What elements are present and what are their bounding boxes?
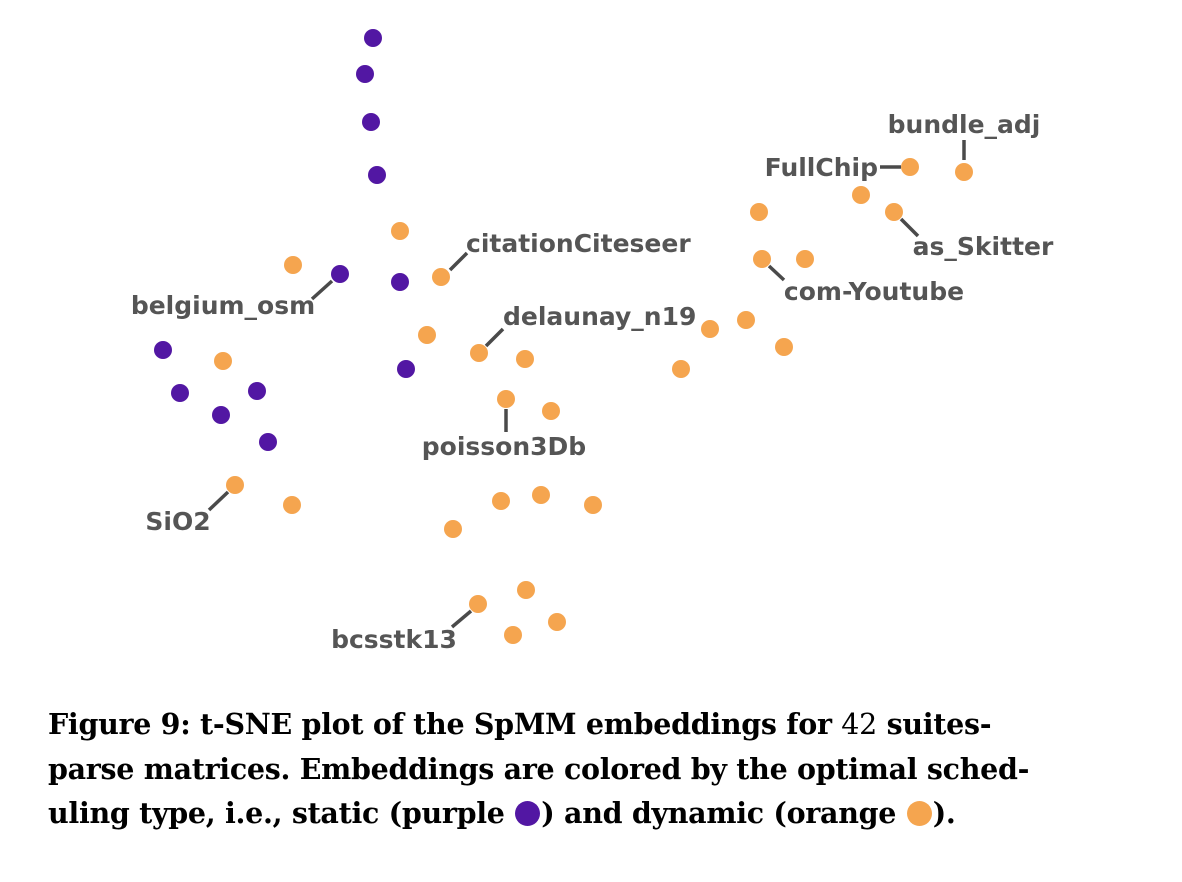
dynamic-point-28 [548,613,566,631]
dynamic-point-27 [469,595,487,613]
static-point-2 [362,113,380,131]
dynamic-point-8 [284,256,302,274]
dynamic-point-3 [750,203,768,221]
static-point-0 [364,29,382,47]
dynamic-point-29 [504,626,522,644]
dynamic-point-7 [796,250,814,268]
static-point-6 [154,341,172,359]
dynamic-point-1 [955,163,973,181]
dynamic-point-16 [214,352,232,370]
static-point-8 [171,384,189,402]
dynamic-point-20 [226,476,244,494]
dynamic-point-23 [283,496,301,514]
label-belgium-osm: belgium_osm [131,291,315,320]
dynamic-point-18 [497,390,515,408]
figure-caption: Figure 9: t-SNE plot of the SpMM embeddi… [48,702,1148,835]
scatter-points [154,29,973,644]
static-point-4 [331,265,349,283]
caption-count: 42 [841,708,877,741]
label-com-youtube: com-Youtube [784,277,964,306]
label-fullchip: FullChip [765,153,878,182]
dynamic-point-10 [737,311,755,329]
label-bundle-adj: bundle_adj [888,110,1041,139]
dynamic-point-24 [584,496,602,514]
dynamic-point-21 [532,486,550,504]
caption-text-1a: Figure 9: t-SNE plot of the SpMM embeddi… [48,707,842,741]
dynamic-point-0 [901,158,919,176]
dynamic-point-9 [432,268,450,286]
dynamic-point-2 [852,186,870,204]
dynamic-point-4 [885,203,903,221]
tsne-scatter-plot: bundle_adj FullChip as_Skitter citationC… [131,29,1054,654]
label-bcsstk13: bcsstk13 [331,625,457,654]
caption-text-3b: ) and dynamic (orange [541,796,906,830]
leader-com-youtube [767,264,786,282]
dynamic-point-13 [775,338,793,356]
dynamic-point-25 [444,520,462,538]
caption-line-3: uling type, i.e., static (purple ) and d… [48,791,1148,835]
caption-text-3c: ). [932,796,956,830]
dynamic-point-22 [492,492,510,510]
static-point-3 [368,166,386,184]
static-point-1 [356,65,374,83]
static-point-10 [212,406,230,424]
leader-sio2 [207,490,230,512]
static-point-11 [259,433,277,451]
label-poisson3db: poisson3Db [422,432,586,461]
leader-citationciteseer [448,251,469,272]
dynamic-point-6 [753,250,771,268]
dynamic-point-19 [542,402,560,420]
dynamic-point-14 [470,344,488,362]
caption-text-1b: suites- [876,707,992,741]
label-delaunay-n19: delaunay_n19 [503,302,696,331]
label-as-skitter: as_Skitter [913,232,1054,261]
dynamic-point-26 [517,581,535,599]
annotation-leaders [207,140,966,629]
static-point-7 [397,360,415,378]
orange-dot-icon [906,801,932,826]
leader-belgium-osm [310,279,334,301]
caption-line-1: Figure 9: t-SNE plot of the SpMM embeddi… [48,702,1148,747]
dynamic-point-17 [672,360,690,378]
leader-delaunay-n19 [484,327,505,348]
dynamic-point-11 [701,320,719,338]
dynamic-point-5 [391,222,409,240]
static-point-9 [248,382,266,400]
annotation-labels: bundle_adj FullChip as_Skitter citationC… [131,110,1054,654]
leader-as-skitter [899,217,920,238]
dynamic-point-15 [516,350,534,368]
dynamic-point-12 [418,326,436,344]
leader-bcsstk13 [450,609,473,629]
caption-line-2: parse matrices. Embeddings are colored b… [48,752,1030,786]
purple-dot-icon [515,801,541,826]
caption-text-3a: uling type, i.e., static (purple [48,796,515,830]
label-sio2: SiO2 [145,507,210,536]
static-point-5 [391,273,409,291]
label-citationciteseer: citationCiteseer [466,229,691,258]
